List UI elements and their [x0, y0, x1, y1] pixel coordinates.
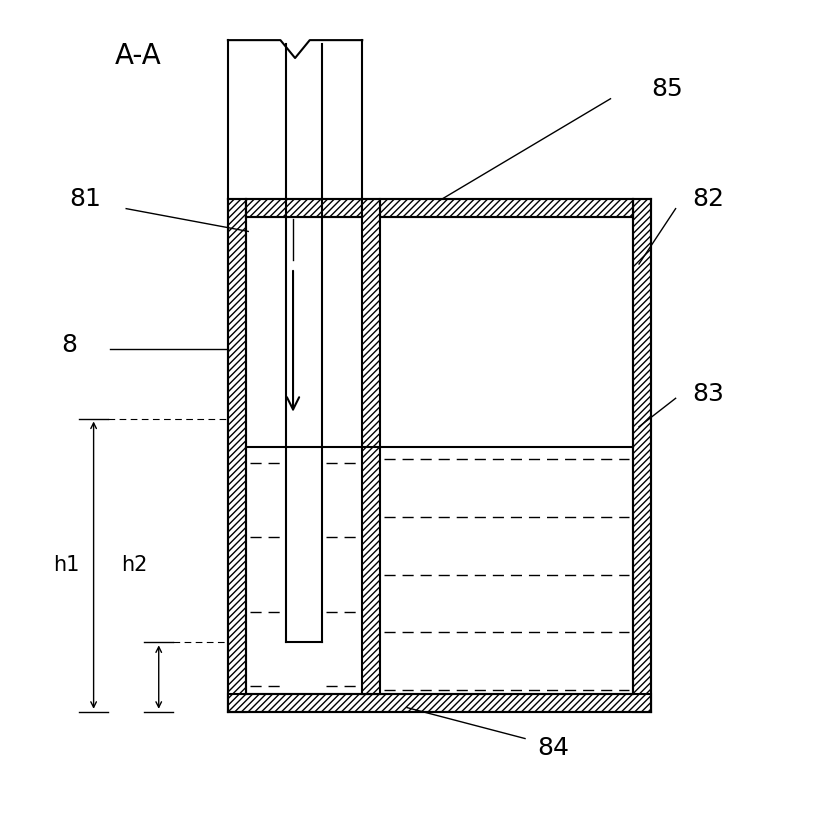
Bar [228, 199, 246, 712]
Text: 85: 85 [651, 77, 684, 101]
Text: h1: h1 [54, 555, 80, 576]
Text: 81: 81 [69, 187, 102, 211]
Bar [362, 199, 380, 694]
Text: A-A: A-A [115, 43, 162, 71]
Bar [633, 199, 651, 712]
Text: 84: 84 [537, 736, 570, 760]
Text: 8: 8 [61, 333, 77, 357]
Bar [380, 199, 633, 217]
Text: 82: 82 [692, 187, 724, 211]
Text: 83: 83 [692, 383, 724, 406]
Bar [246, 199, 362, 217]
Bar [228, 694, 651, 712]
Text: h2: h2 [121, 555, 147, 576]
